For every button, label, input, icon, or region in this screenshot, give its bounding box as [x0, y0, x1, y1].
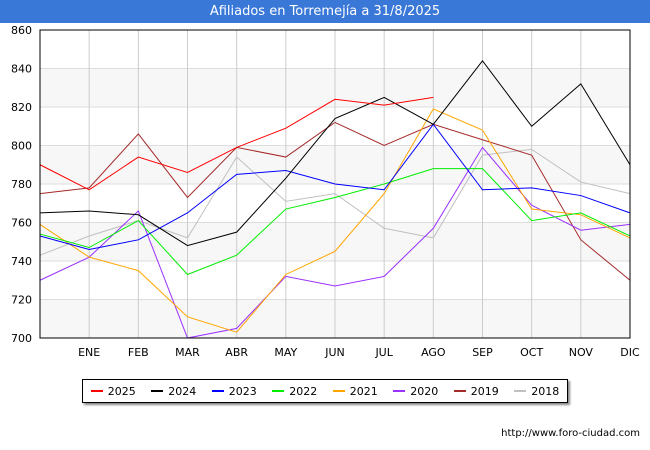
legend-item-2020: 2020	[393, 385, 438, 398]
series-line-2025	[39, 96, 434, 191]
y-tick-label: 760	[11, 217, 32, 230]
legend-label: 2022	[289, 384, 318, 398]
x-tick-label: SEP	[472, 346, 493, 359]
series-line-2021	[39, 108, 631, 333]
y-tick-label: 700	[11, 332, 32, 345]
x-tick-label: ABR	[225, 346, 248, 359]
legend-item-2021: 2021	[332, 384, 378, 398]
series-line-2023	[39, 123, 631, 250]
legend-swatch	[272, 390, 285, 392]
legend-swatch	[90, 390, 103, 392]
series-line-2022	[39, 168, 631, 276]
legend-item-2022: 2022	[272, 385, 317, 398]
series-line-2019	[39, 121, 631, 281]
x-tick-label: FEB	[128, 346, 149, 359]
x-tick-label: OCT	[520, 346, 543, 359]
legend-swatch	[151, 390, 164, 392]
y-tick-label: 740	[11, 255, 32, 268]
legend-label: 2020	[410, 384, 439, 398]
series-line-2020	[39, 146, 631, 339]
legend-swatch	[211, 390, 224, 392]
x-tick-label: JUL	[374, 346, 393, 359]
source-url: http://www.foro-ciudad.com	[501, 428, 640, 439]
y-tick-label: 800	[11, 140, 32, 153]
legend-item-2025: 2025	[90, 384, 136, 398]
plot-border	[39, 29, 631, 339]
legend: 2025 2024 2023 2022 2021 2020 2019 2018	[82, 379, 568, 403]
y-tick-label: 780	[11, 178, 32, 191]
legend-label: 2018	[531, 384, 560, 398]
legend-swatch	[453, 390, 466, 392]
legend-swatch	[514, 390, 527, 392]
legend-label: 2019	[470, 384, 499, 398]
series-line-2024	[39, 59, 631, 247]
x-tick-label: AGO	[421, 346, 446, 359]
legend-label: 2023	[228, 384, 257, 398]
x-tick-label: MAR	[175, 346, 200, 359]
x-tick-label: NOV	[569, 346, 594, 359]
y-tick-label: 820	[11, 101, 32, 114]
legend-item-2024: 2024	[151, 385, 196, 398]
x-tick-label: ENE	[78, 346, 100, 359]
legend-swatch	[332, 390, 345, 392]
legend-item-2019: 2019	[453, 384, 499, 398]
y-tick-label: 860	[11, 24, 32, 37]
legend-label: 2021	[349, 384, 378, 398]
legend-label: 2024	[168, 384, 197, 398]
chart-title: Afiliados en Torremejía a 31/8/2025	[0, 0, 650, 23]
legend-item-2023: 2023	[211, 384, 257, 398]
y-tick-label: 720	[11, 294, 32, 307]
x-tick-label: MAY	[274, 346, 297, 359]
x-tick-label: DIC	[620, 346, 640, 359]
legend-item-2018: 2018	[514, 385, 559, 398]
y-tick-label: 840	[11, 63, 32, 76]
x-tick-label: JUN	[324, 346, 345, 359]
legend-label: 2025	[107, 384, 136, 398]
legend-swatch	[393, 390, 406, 392]
